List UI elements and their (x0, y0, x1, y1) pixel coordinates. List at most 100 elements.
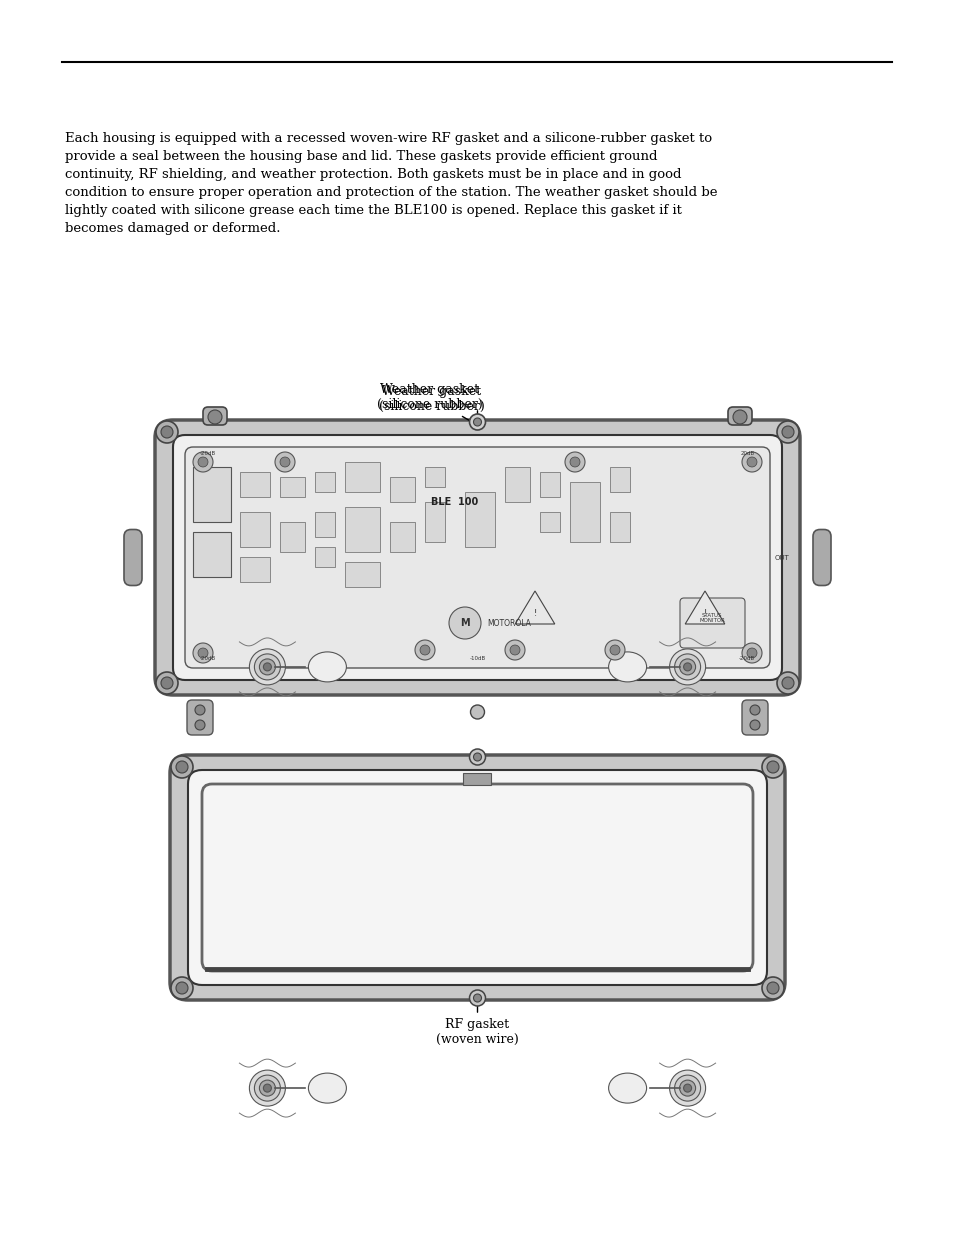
Circle shape (609, 645, 619, 655)
Text: Weather gasket
(silicone rubber): Weather gasket (silicone rubber) (378, 385, 484, 412)
FancyBboxPatch shape (187, 700, 213, 735)
Circle shape (781, 677, 793, 689)
Circle shape (175, 761, 188, 773)
Bar (609, 467, 629, 492)
FancyBboxPatch shape (727, 408, 751, 425)
Circle shape (171, 977, 193, 999)
Circle shape (766, 982, 779, 994)
FancyBboxPatch shape (124, 530, 142, 585)
Circle shape (749, 720, 760, 730)
FancyBboxPatch shape (154, 420, 800, 695)
Circle shape (683, 1084, 691, 1092)
FancyBboxPatch shape (170, 755, 784, 1000)
Circle shape (419, 645, 430, 655)
Circle shape (761, 977, 783, 999)
Circle shape (741, 452, 761, 472)
Bar (424, 501, 444, 542)
Bar (504, 467, 530, 501)
Circle shape (175, 982, 188, 994)
Circle shape (776, 672, 799, 694)
Text: -20dB: -20dB (200, 451, 216, 456)
Circle shape (254, 1076, 280, 1102)
Text: STATUS
MONITOR: STATUS MONITOR (699, 613, 724, 624)
Circle shape (208, 410, 222, 424)
Circle shape (679, 1081, 695, 1097)
Circle shape (161, 426, 172, 438)
Circle shape (569, 457, 579, 467)
Bar (390, 522, 415, 552)
Circle shape (564, 452, 584, 472)
Circle shape (274, 452, 294, 472)
FancyBboxPatch shape (185, 447, 769, 668)
Circle shape (194, 720, 205, 730)
Bar (424, 467, 444, 487)
Text: -20dB: -20dB (200, 656, 216, 661)
FancyBboxPatch shape (812, 530, 830, 585)
Circle shape (679, 659, 695, 674)
Bar (539, 513, 559, 532)
Circle shape (198, 457, 208, 467)
Circle shape (669, 648, 705, 685)
Circle shape (781, 426, 793, 438)
Circle shape (469, 414, 485, 430)
Circle shape (259, 1081, 275, 1097)
Bar (193, 532, 231, 577)
Circle shape (732, 410, 746, 424)
Text: 20dB: 20dB (740, 451, 754, 456)
Circle shape (156, 672, 178, 694)
Circle shape (263, 663, 271, 671)
Text: Each housing is equipped with a recessed woven-wire RF gasket and a silicone-rub: Each housing is equipped with a recessed… (65, 132, 717, 235)
Text: -10dB: -10dB (469, 656, 485, 661)
Circle shape (469, 990, 485, 1007)
Ellipse shape (608, 1073, 646, 1103)
Circle shape (761, 756, 783, 778)
Circle shape (741, 643, 761, 663)
Bar (240, 472, 270, 496)
Bar (240, 513, 270, 547)
Bar (280, 522, 305, 552)
Circle shape (674, 1076, 700, 1102)
Circle shape (193, 452, 213, 472)
Text: OUT: OUT (774, 555, 789, 561)
Circle shape (746, 648, 757, 658)
Text: BLE  100: BLE 100 (431, 496, 478, 508)
Bar (463, 773, 491, 785)
Circle shape (504, 640, 524, 659)
Circle shape (156, 421, 178, 443)
Polygon shape (684, 592, 724, 624)
Circle shape (674, 653, 700, 680)
Circle shape (669, 1070, 705, 1107)
Text: RF gasket
(woven wire): RF gasket (woven wire) (436, 1018, 518, 1046)
Bar (280, 477, 305, 496)
Circle shape (470, 705, 484, 719)
Circle shape (193, 643, 213, 663)
Circle shape (259, 659, 275, 674)
Polygon shape (515, 592, 555, 624)
FancyBboxPatch shape (679, 598, 744, 648)
FancyBboxPatch shape (172, 435, 781, 680)
Circle shape (415, 640, 435, 659)
Bar (240, 557, 270, 582)
Circle shape (194, 705, 205, 715)
Circle shape (469, 748, 485, 764)
Circle shape (473, 753, 481, 761)
Text: !: ! (702, 609, 706, 618)
Ellipse shape (308, 1073, 346, 1103)
Ellipse shape (308, 652, 346, 682)
Text: -20dB: -20dB (739, 656, 754, 661)
Circle shape (280, 457, 290, 467)
Bar (464, 492, 495, 547)
Circle shape (263, 1084, 271, 1092)
Circle shape (473, 994, 481, 1002)
Bar (345, 562, 379, 587)
Bar (314, 513, 335, 537)
FancyBboxPatch shape (188, 769, 766, 986)
Circle shape (249, 648, 285, 685)
Circle shape (749, 705, 760, 715)
Bar (569, 482, 599, 542)
FancyBboxPatch shape (741, 700, 767, 735)
Circle shape (683, 663, 691, 671)
Text: MOTOROLA: MOTOROLA (486, 619, 530, 627)
Text: !: ! (533, 609, 536, 618)
Bar (609, 513, 629, 542)
